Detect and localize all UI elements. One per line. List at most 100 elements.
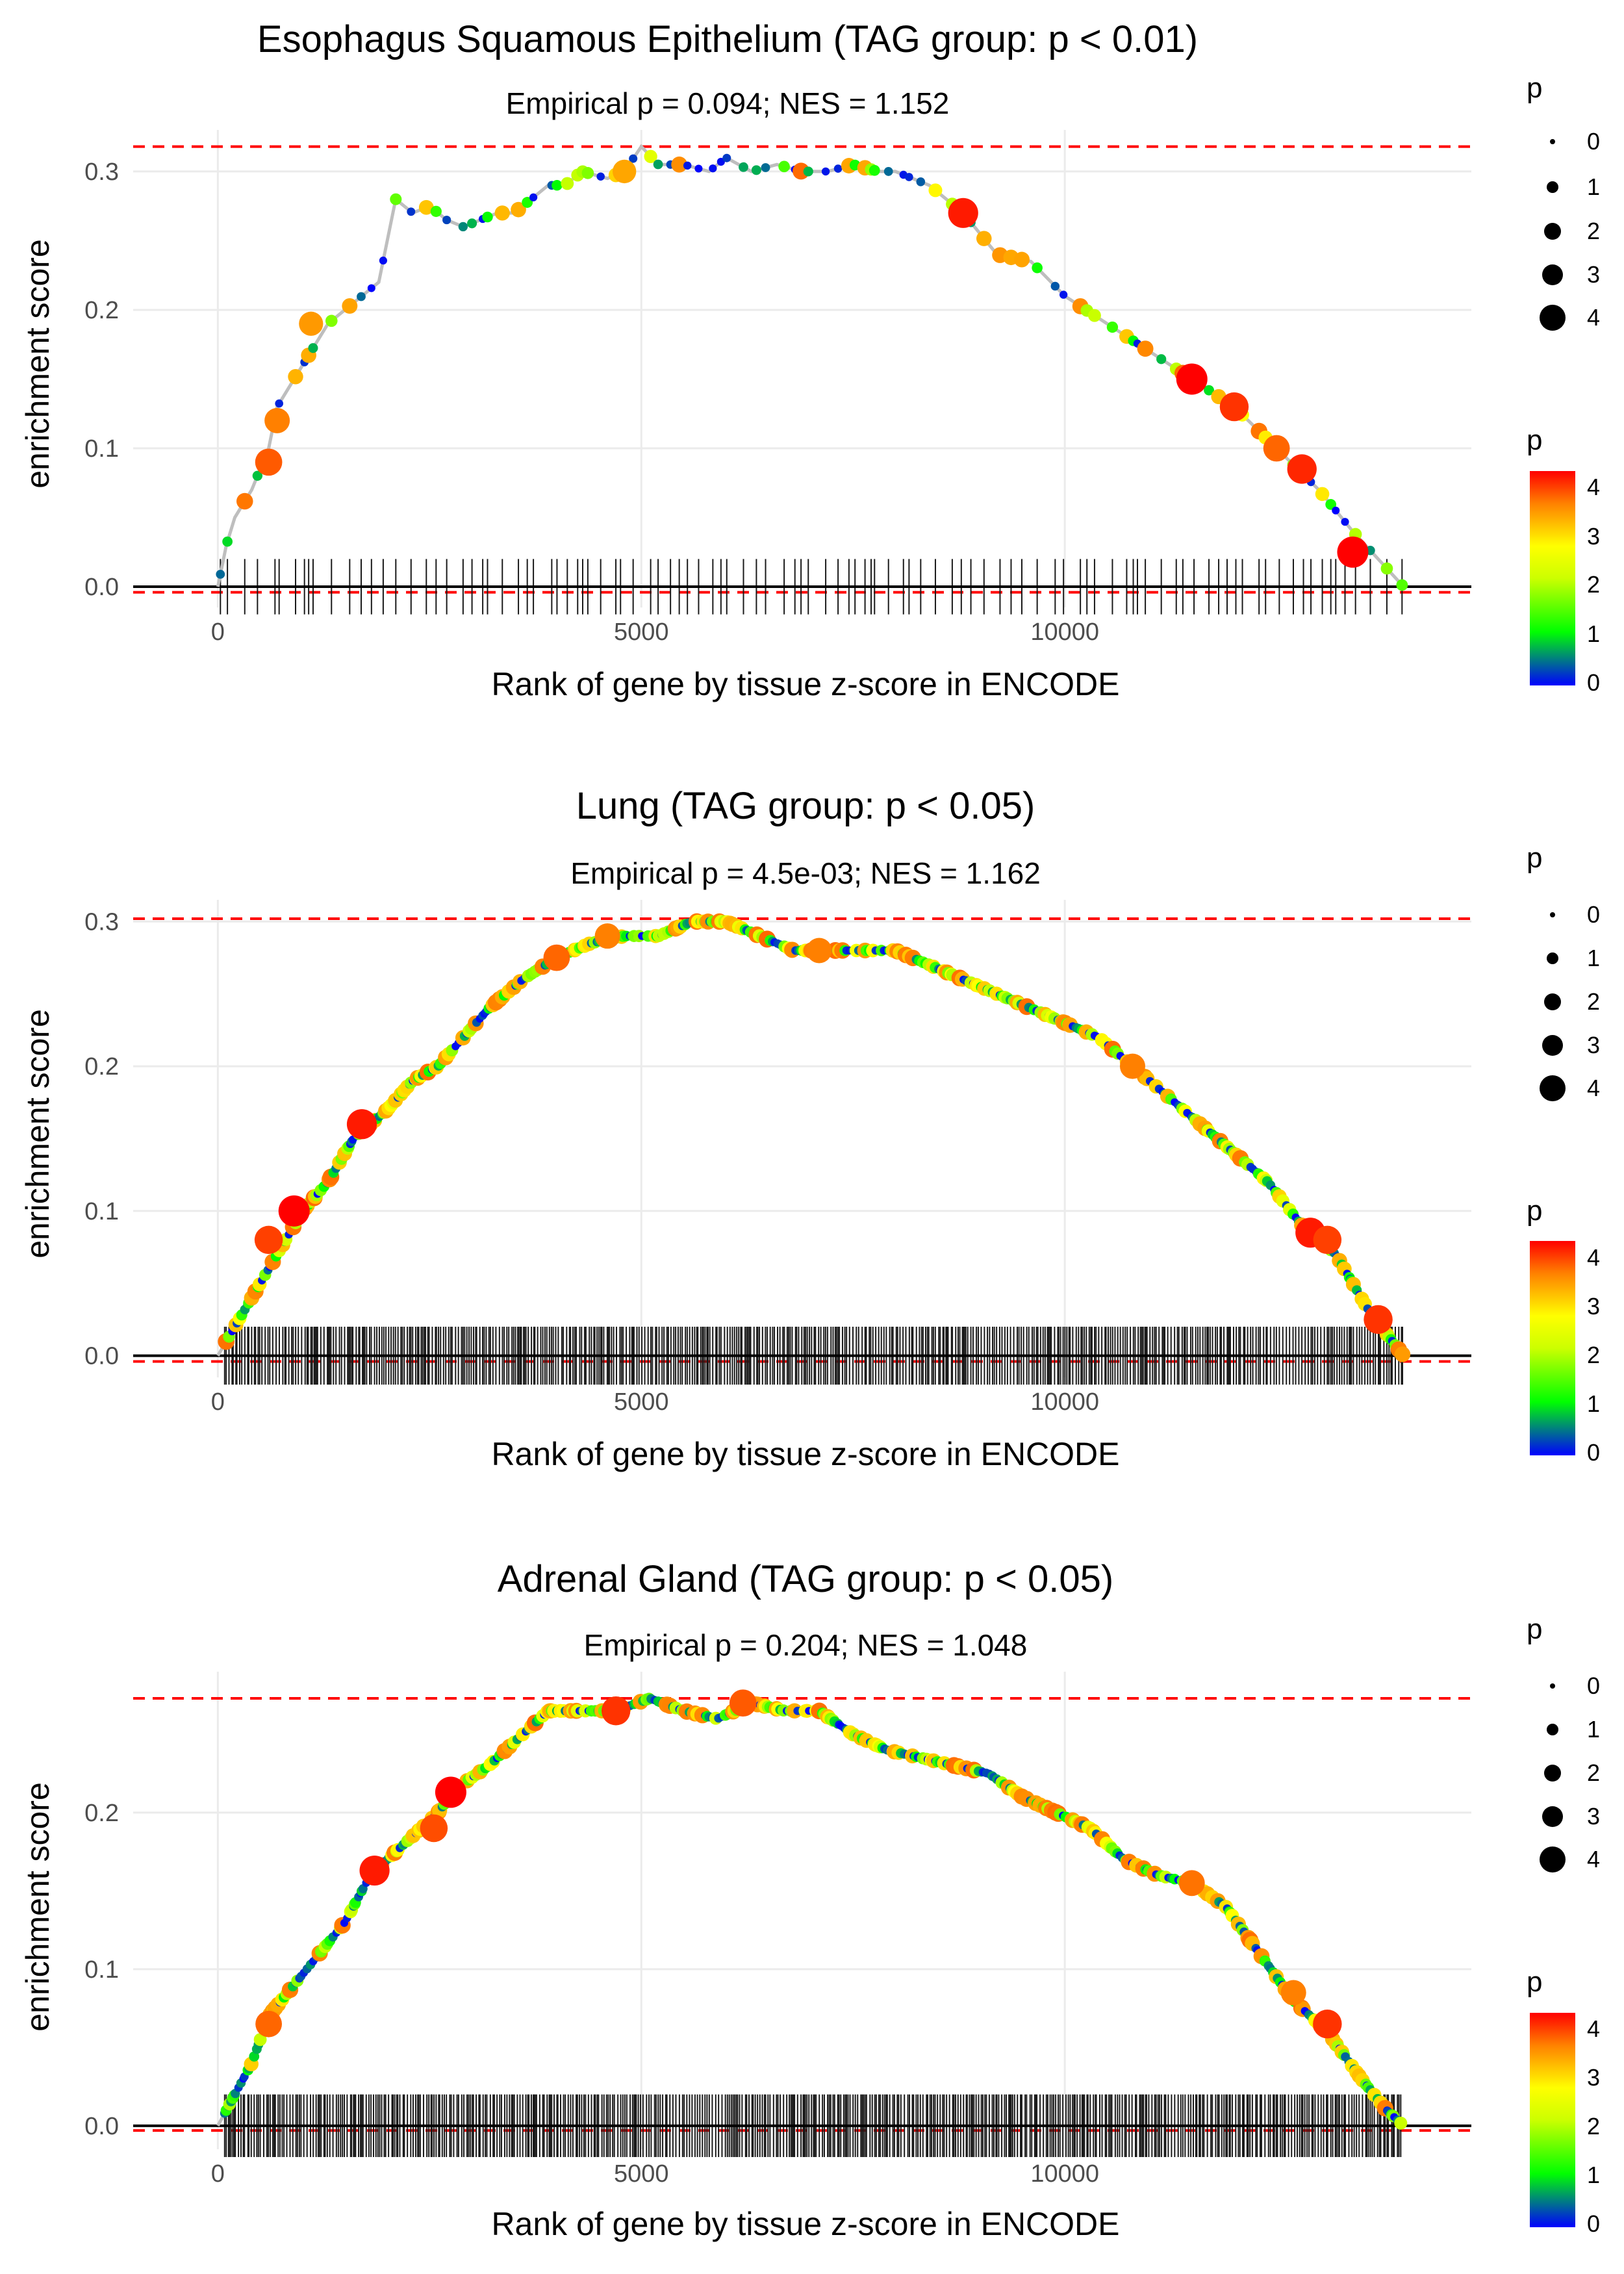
legend-size-dot <box>1547 1724 1558 1735</box>
legend-colorbar <box>1530 2013 1575 2227</box>
legend-size: p 0 1 2 3 4 <box>1527 842 1600 1101</box>
legend-size-label: 3 <box>1587 1032 1600 1058</box>
y-tick-label: 0.3 <box>84 908 119 936</box>
legend-color: p 4 3 2 1 0 <box>1527 424 1600 696</box>
gene-point <box>1332 506 1340 515</box>
gene-point-highlight <box>1313 1225 1342 1255</box>
x-tick-label: 5000 <box>614 2160 669 2188</box>
gene-point <box>883 167 893 176</box>
gene-point <box>1014 251 1030 268</box>
panel-adrenal: Adrenal Gland (TAG group: p < 0.05) Empi… <box>19 1558 1600 2242</box>
plot-area: 0 5000 10000 0.0 0.1 0.2 <box>84 1672 1471 2188</box>
gene-point-highlight <box>613 159 637 184</box>
gene-point <box>739 162 748 172</box>
legend-size-label: 3 <box>1587 261 1600 288</box>
legend-color-title: p <box>1527 1966 1542 1998</box>
y-axis-label: enrichment score <box>19 239 56 489</box>
gene-point <box>1050 281 1060 291</box>
x-tick-label: 5000 <box>614 619 669 646</box>
gene-point <box>216 569 225 579</box>
gene-point <box>1394 2116 1408 2130</box>
legend-size-label: 0 <box>1587 1672 1600 1699</box>
gene-point <box>552 180 563 191</box>
gene-point-highlight <box>543 944 570 971</box>
y-tick-label: 0.2 <box>84 297 119 324</box>
gene-point <box>222 536 233 547</box>
gene-point <box>976 231 992 246</box>
gene-point <box>905 173 913 181</box>
gene-point <box>751 165 761 175</box>
x-tick-label: 0 <box>211 2160 225 2188</box>
legend-color-label: 2 <box>1587 1342 1600 1368</box>
legend-size-dot <box>1542 1035 1563 1056</box>
y-tick-label: 0.0 <box>84 2113 119 2140</box>
legend-size-dot <box>1550 912 1555 917</box>
gene-point <box>596 172 605 181</box>
legend-size-dot <box>1547 952 1558 964</box>
gene-point-highlight <box>1313 2010 1342 2039</box>
legend-size-label: 1 <box>1587 945 1600 971</box>
gene-point <box>928 183 943 198</box>
gene-point-highlight <box>729 1689 757 1717</box>
gene-point <box>1380 562 1393 575</box>
x-axis-label: Rank of gene by tissue z-score in ENCODE <box>491 1436 1119 1472</box>
chart-title: Lung (TAG group: p < 0.05) <box>576 785 1035 827</box>
legend-size-dot <box>1542 1806 1563 1827</box>
legend-color-label: 2 <box>1587 571 1600 598</box>
legend-size-dot <box>1542 264 1563 285</box>
chart-title: Adrenal Gland (TAG group: p < 0.05) <box>498 1558 1113 1600</box>
legend-color-label: 3 <box>1587 2064 1600 2091</box>
y-tick-label: 0.2 <box>84 1800 119 1827</box>
y-tick-label: 0.1 <box>84 1956 119 1984</box>
legend-color-title: p <box>1527 1195 1542 1227</box>
legend-color-label: 2 <box>1587 2113 1600 2140</box>
y-axis-label: enrichment score <box>19 1009 56 1258</box>
gene-point <box>288 369 303 385</box>
gene-point <box>342 298 358 314</box>
x-tick-label: 10000 <box>1030 619 1099 646</box>
gene-point <box>869 164 880 176</box>
legend-size-dot <box>1544 1765 1561 1782</box>
gene-point-highlight <box>806 938 832 964</box>
legend-color-label: 4 <box>1587 2015 1600 2042</box>
gene-point <box>916 177 926 186</box>
gene-point <box>1106 321 1119 333</box>
legend-color-label: 0 <box>1587 1439 1600 1466</box>
gene-point-highlight <box>601 1696 631 1726</box>
gene-point-highlight <box>1119 1053 1145 1079</box>
y-tick-label: 0.1 <box>84 435 119 463</box>
legend-color-label: 1 <box>1587 620 1600 647</box>
gene-point-highlight <box>1287 454 1317 484</box>
gene-point-highlight <box>1219 392 1249 422</box>
y-tick-label: 0.1 <box>84 1198 119 1225</box>
gene-point-highlight <box>1178 1870 1205 1897</box>
gene-point <box>694 164 703 173</box>
legend-size-title: p <box>1527 842 1542 874</box>
gene-point <box>1394 1346 1411 1362</box>
x-tick-label: 5000 <box>614 1388 669 1416</box>
legend-colorbar <box>1530 471 1575 685</box>
gene-point <box>1156 354 1167 364</box>
gene-point <box>803 166 813 177</box>
legend-color-label: 0 <box>1587 669 1600 696</box>
legend-size-label: 0 <box>1587 901 1600 928</box>
gene-point <box>761 163 770 172</box>
plot-area: 0 5000 10000 0.0 0.1 0.2 0.3 <box>84 130 1471 646</box>
chart-subtitle: Empirical p = 0.094; NES = 1.152 <box>506 86 950 120</box>
gene-point-highlight <box>435 1776 466 1808</box>
legend-color: p 4 3 2 1 0 <box>1527 1195 1600 1466</box>
legend-size-label: 2 <box>1587 1759 1600 1786</box>
panel-esophagus: Esophagus Squamous Epithelium (TAG group… <box>19 18 1600 702</box>
gene-point-highlight <box>264 407 290 433</box>
x-axis-label: Rank of gene by tissue z-score in ENCODE <box>491 2206 1119 2242</box>
legend-size-title: p <box>1527 72 1542 104</box>
y-tick-label: 0.2 <box>84 1053 119 1080</box>
gene-point <box>778 160 790 173</box>
es-curve <box>216 144 1405 588</box>
gene-point <box>529 193 538 201</box>
gene-point <box>236 492 253 510</box>
gene-point <box>357 292 366 301</box>
gene-point-highlight <box>359 1855 390 1886</box>
gene-point <box>581 167 594 179</box>
